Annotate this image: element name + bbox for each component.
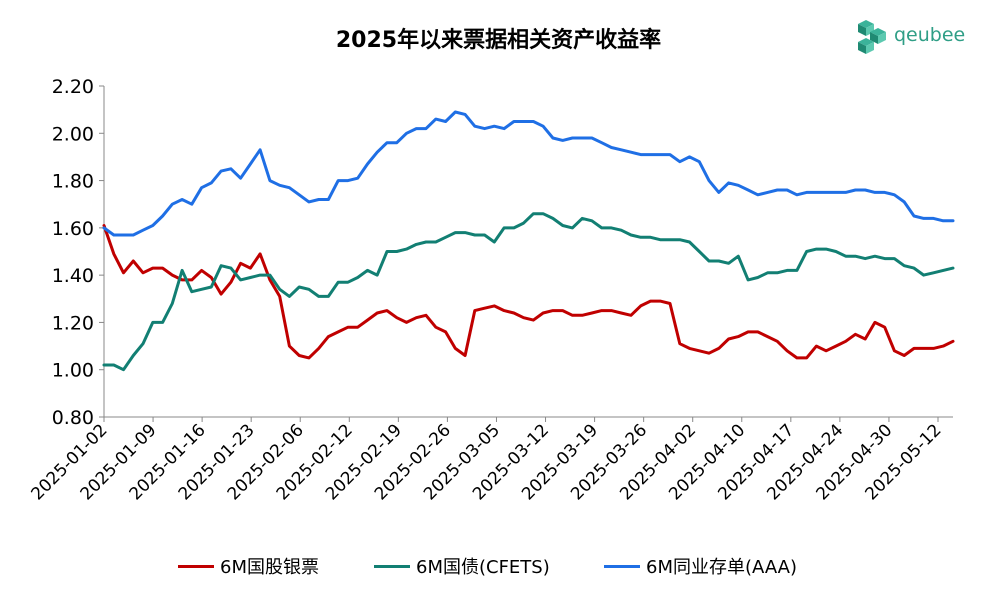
legend-swatch-series-2 — [374, 564, 410, 568]
series-line-1 — [102, 224, 955, 360]
series-line-2 — [102, 212, 955, 372]
cube-logo-icon — [858, 20, 886, 54]
chart-legend: 6M国股银票 6M国债(CFETS) 6M同业存单(AAA) — [0, 553, 997, 579]
series-line-3 — [102, 110, 955, 237]
legend-swatch-series-1 — [178, 564, 214, 568]
y-tick-label: 2.20 — [52, 76, 94, 98]
x-axis: 2025-01-022025-01-092025-01-162025-01-23… — [28, 416, 953, 504]
chart-title: 2025年以来票据相关资产收益率 — [335, 28, 662, 53]
y-tick-label: 1.20 — [52, 312, 94, 334]
legend-label-series-2: 6M国债(CFETS) — [416, 557, 550, 578]
y-tick-label: 1.60 — [52, 218, 94, 240]
series-lines — [102, 110, 955, 372]
y-tick-label: 2.00 — [52, 123, 94, 145]
logo-wordmark: qeubee — [894, 24, 966, 46]
legend-label-series-1: 6M国股银票 — [220, 557, 319, 578]
y-tick-label: 0.80 — [52, 407, 94, 429]
y-tick-label: 1.40 — [52, 265, 94, 287]
y-tick-label: 1.80 — [52, 171, 94, 193]
legend-label-series-3: 6M同业存单(AAA) — [646, 557, 797, 578]
legend-item-series-2: 6M国债(CFETS) — [374, 553, 550, 579]
y-axis: 0.80 1.00 1.20 1.40 1.60 1.80 2.00 2.20 — [52, 76, 105, 429]
y-tick-label: 1.00 — [52, 360, 94, 382]
legend-item-series-1: 6M国股银票 — [178, 553, 319, 579]
legend-swatch-series-3 — [604, 564, 640, 568]
legend-item-series-3: 6M同业存单(AAA) — [604, 553, 797, 579]
brand-logo: qeubee — [856, 18, 976, 58]
